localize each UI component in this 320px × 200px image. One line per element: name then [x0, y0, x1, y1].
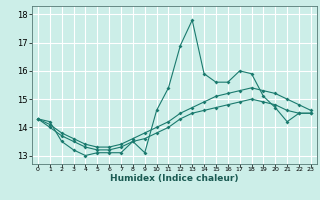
X-axis label: Humidex (Indice chaleur): Humidex (Indice chaleur) [110, 174, 239, 183]
